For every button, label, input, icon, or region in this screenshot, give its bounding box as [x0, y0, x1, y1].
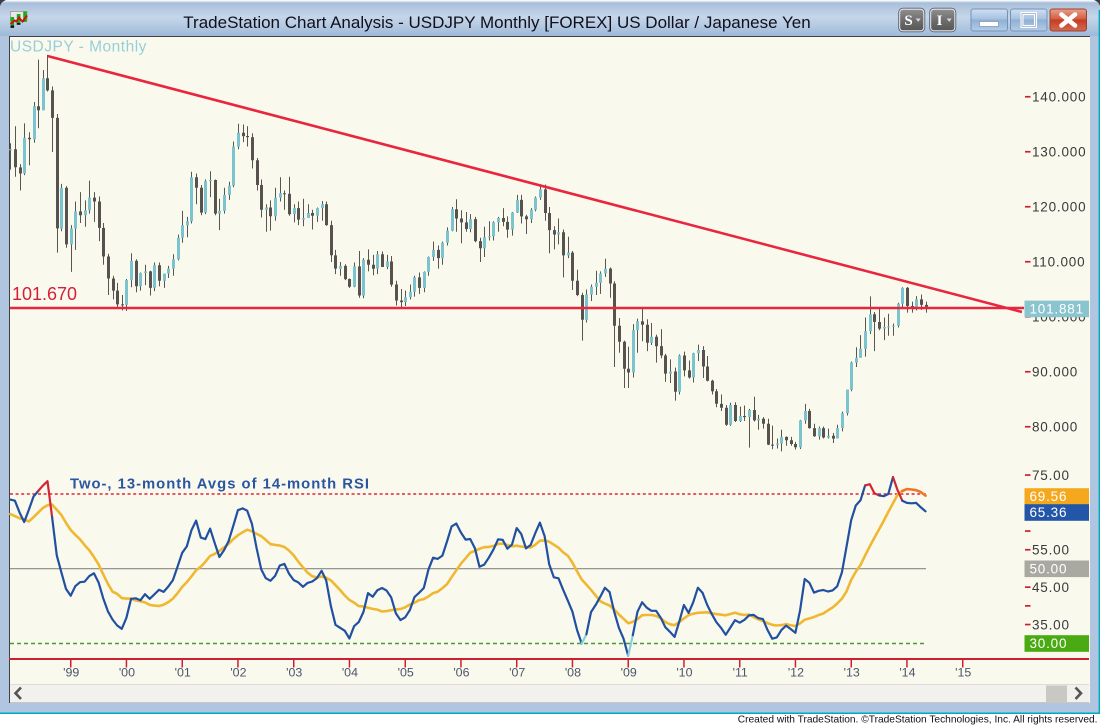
svg-text:Created with TradeStation. ©Tr: Created with TradeStation. ©TradeStation…	[738, 715, 1098, 726]
svg-text:S: S	[904, 13, 912, 29]
svg-text:110.000: 110.000	[1032, 255, 1085, 270]
svg-text:35.00: 35.00	[1032, 617, 1070, 632]
svg-text:'02: '02	[230, 666, 246, 680]
svg-text:45.00: 45.00	[1032, 580, 1070, 595]
svg-text:'99: '99	[63, 666, 79, 680]
svg-text:'10: '10	[676, 666, 692, 680]
svg-text:'00: '00	[119, 666, 135, 680]
svg-text:TradeStation Chart Analysis -: TradeStation Chart Analysis - USDJPY Mon…	[183, 13, 810, 32]
svg-text:'14: '14	[899, 666, 915, 680]
svg-text:69.56: 69.56	[1030, 489, 1068, 504]
svg-text:'12: '12	[788, 666, 804, 680]
svg-text:'07: '07	[509, 666, 525, 680]
svg-text:'08: '08	[565, 666, 581, 680]
svg-text:'13: '13	[844, 666, 860, 680]
svg-text:'09: '09	[621, 666, 637, 680]
svg-text:Two-, 13-month Avgs of 14-mont: Two-, 13-month Avgs of 14-month RSI	[70, 477, 370, 493]
svg-text:I: I	[937, 13, 943, 29]
svg-text:75.00: 75.00	[1032, 468, 1070, 483]
svg-text:'03: '03	[286, 666, 302, 680]
svg-text:65.36: 65.36	[1030, 505, 1068, 520]
svg-text:'01: '01	[175, 666, 191, 680]
svg-text:30.00: 30.00	[1030, 636, 1068, 651]
svg-text:120.000: 120.000	[1032, 200, 1086, 215]
svg-text:55.00: 55.00	[1032, 543, 1070, 558]
svg-text:'05: '05	[398, 666, 414, 680]
svg-text:101.670: 101.670	[12, 284, 77, 304]
svg-text:130.000: 130.000	[1032, 145, 1086, 160]
svg-text:80.000: 80.000	[1032, 420, 1078, 435]
svg-text:90.000: 90.000	[1032, 365, 1078, 380]
svg-text:'06: '06	[453, 666, 469, 680]
svg-text:'11: '11	[733, 666, 748, 680]
svg-text:101.881: 101.881	[1030, 302, 1084, 317]
svg-text:'15: '15	[955, 666, 971, 680]
svg-text:140.000: 140.000	[1032, 90, 1086, 105]
svg-text:50.00: 50.00	[1030, 562, 1068, 577]
svg-text:'04: '04	[342, 666, 358, 680]
svg-text:USDJPY - Monthly: USDJPY - Monthly	[10, 39, 147, 56]
